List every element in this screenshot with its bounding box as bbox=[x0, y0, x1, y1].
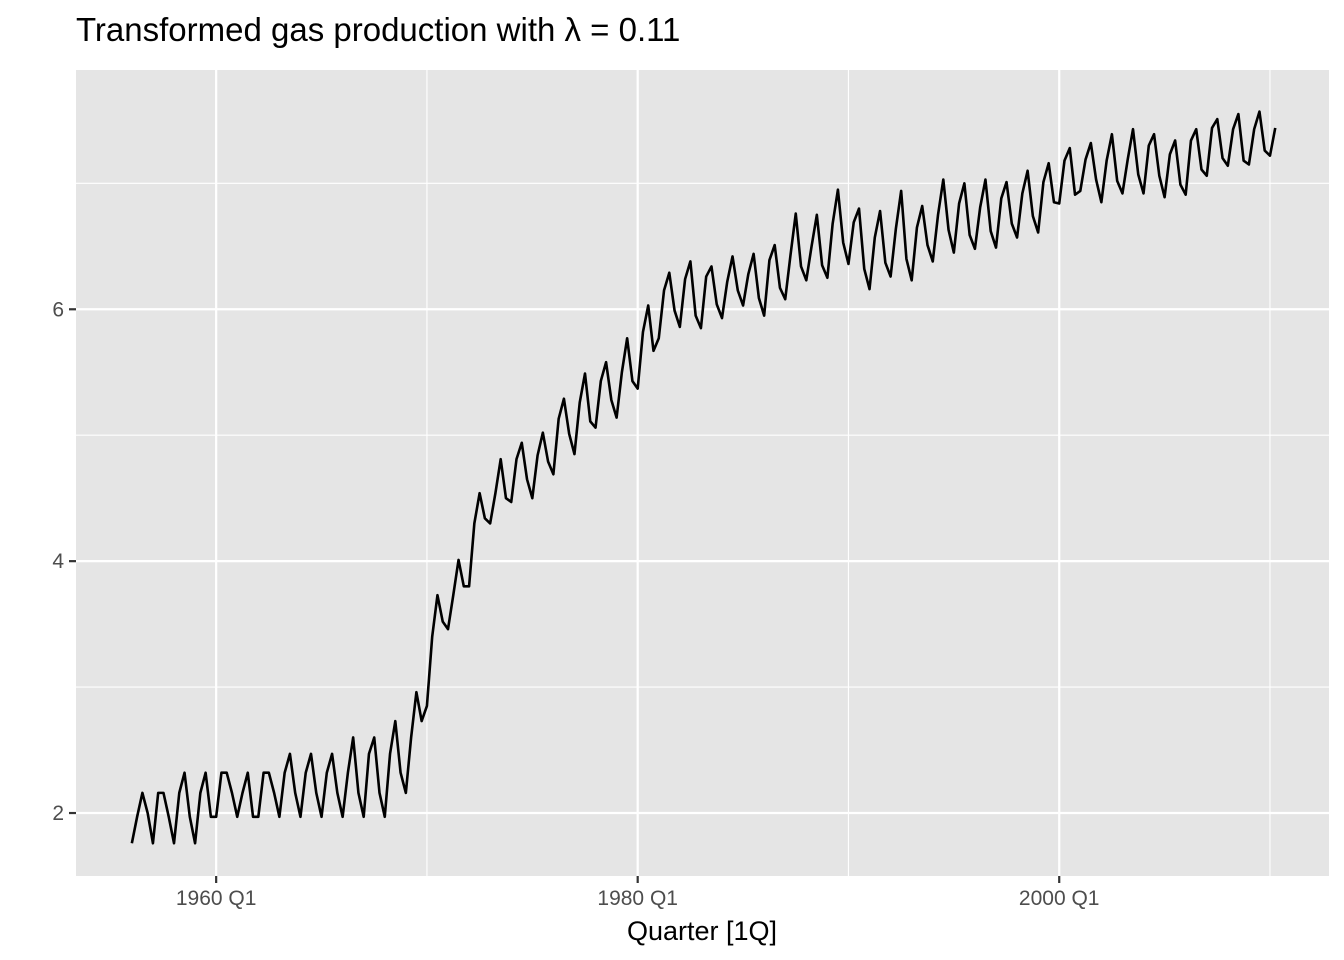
x-tick-label: 1980 Q1 bbox=[597, 887, 678, 910]
x-tick-label: 2000 Q1 bbox=[1019, 887, 1100, 910]
y-tick-label: 4 bbox=[52, 550, 64, 573]
y-tick-label: 2 bbox=[52, 802, 64, 825]
chart-title: Transformed gas production with λ = 0.11 bbox=[76, 11, 680, 48]
x-axis-title: Quarter [1Q] bbox=[627, 916, 777, 946]
y-tick-label: 6 bbox=[52, 298, 64, 321]
series-line bbox=[130, 110, 1277, 845]
plot-panel bbox=[76, 70, 1329, 876]
axes: 2 4 6 1960 Q1 1980 Q1 2000 Q1 bbox=[52, 298, 1099, 910]
x-tick-label: 1960 Q1 bbox=[176, 887, 257, 910]
